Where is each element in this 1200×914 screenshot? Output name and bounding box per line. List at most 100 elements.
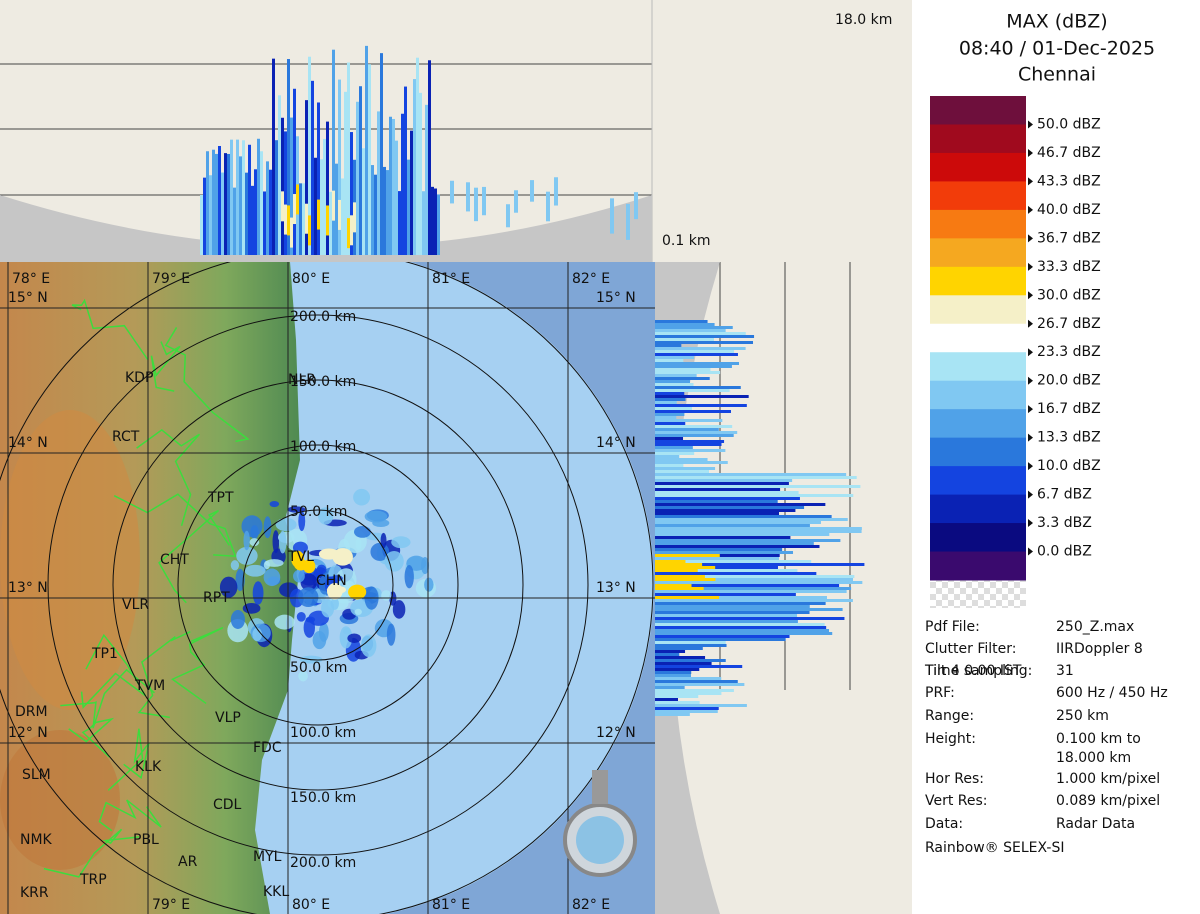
echo-column: [434, 188, 437, 255]
product-title: MAX (dBZ): [1006, 11, 1107, 33]
city-label: VLR: [122, 597, 149, 613]
echo-row: [655, 698, 678, 701]
echo-row: [655, 419, 723, 422]
lon-label: 80° E: [292, 271, 330, 287]
footer: Rainbow® SELEX-SI: [925, 840, 1064, 856]
echo-row: [655, 596, 827, 599]
legend-swatch: [930, 437, 1026, 467]
echo-row: [655, 590, 847, 593]
echo-row: [655, 536, 791, 539]
logo-emblem: [592, 770, 608, 804]
legend-label: 13.3 dBZ: [1037, 430, 1101, 446]
echo-core: [347, 218, 350, 249]
echo-column: [302, 183, 305, 255]
echo-row: [655, 656, 706, 659]
echo-column: [221, 172, 224, 255]
city-label: CHN: [316, 573, 347, 589]
legend-label: 40.0 dBZ: [1037, 202, 1101, 218]
legend-label: 6.7 dBZ: [1037, 487, 1092, 503]
range-label: 200.0 km: [290, 309, 356, 325]
city-label: VLP: [215, 710, 241, 726]
city-label: KRR: [20, 885, 49, 901]
info-value: 1.000 km/pixel: [1056, 771, 1160, 787]
city-label: TPT: [207, 490, 234, 506]
echo-row: [655, 602, 826, 605]
lon-label: 81° E: [432, 897, 470, 913]
echo-column: [546, 191, 550, 222]
lat-label: 15° N: [8, 290, 48, 306]
echo-row: [655, 353, 738, 356]
echo: [318, 507, 334, 525]
lat-label: 14° N: [596, 435, 636, 451]
city-label: KDP: [125, 370, 153, 386]
echo: [263, 516, 272, 539]
echo-column: [610, 198, 614, 234]
echo-core: [327, 583, 343, 600]
echo-column: [251, 185, 254, 255]
echo-column: [230, 139, 233, 255]
echo: [404, 565, 414, 589]
echo-column: [257, 138, 260, 255]
range-ring: [177, 444, 459, 726]
legend-label: 16.7 dBZ: [1037, 401, 1101, 417]
echo-column: [278, 95, 281, 255]
legend-swatch: [930, 209, 1026, 239]
echo-column: [347, 62, 350, 255]
echo-row: [655, 524, 810, 527]
echo: [275, 517, 297, 532]
echo-column: [344, 91, 347, 255]
echo-column: [332, 49, 335, 256]
echo-row: [655, 662, 712, 665]
echo-row: [655, 503, 826, 506]
echo: [353, 488, 371, 506]
echo-row: [655, 509, 796, 512]
echo-core: [655, 569, 698, 572]
legend-tick: [1028, 462, 1033, 471]
echo-row: [655, 365, 732, 368]
echo-row: [655, 470, 709, 473]
echo-row: [655, 449, 726, 452]
echo-column: [514, 190, 518, 213]
legend-swatch: [930, 494, 1026, 524]
echo-column: [311, 80, 314, 255]
echo: [293, 569, 305, 583]
echo-column: [634, 192, 638, 220]
echo-core: [655, 587, 704, 590]
echo-row: [655, 380, 691, 383]
echo: [298, 510, 306, 532]
echo-row: [655, 599, 853, 602]
echo: [347, 633, 362, 643]
echo-row: [655, 476, 857, 479]
lat-label: 13° N: [8, 580, 48, 596]
echo-row: [655, 683, 745, 686]
echo-core: [655, 575, 705, 578]
echo: [287, 506, 306, 513]
info-label: Vert Res:: [925, 793, 988, 809]
legend-tick: [1028, 433, 1033, 442]
echo-row: [655, 467, 716, 470]
echo-row: [655, 461, 728, 464]
range-label: 100.0 km: [290, 439, 356, 455]
lat-label: 13° N: [596, 580, 636, 596]
city-label: KLK: [135, 759, 162, 775]
echo-row: [655, 368, 711, 371]
echo-row: [655, 668, 700, 671]
echo-row: [655, 713, 690, 716]
echo-core: [294, 559, 308, 571]
echo-row: [655, 671, 692, 674]
echo-column: [323, 138, 326, 255]
range-label: 200.0 km: [290, 855, 356, 871]
legend-swatch: [930, 266, 1026, 296]
echo: [381, 590, 392, 601]
echo-row: [655, 674, 691, 677]
echo-row: [655, 323, 715, 326]
district-boundary: [68, 717, 115, 758]
echo: [235, 568, 245, 592]
lat-label: 12° N: [596, 725, 636, 741]
height-min-label: 0.1 km: [662, 233, 710, 249]
echo-row: [655, 563, 865, 566]
district-boundary: [136, 428, 201, 526]
echo-column: [401, 113, 404, 255]
echo-row: [655, 692, 722, 695]
echo-column: [371, 165, 374, 255]
